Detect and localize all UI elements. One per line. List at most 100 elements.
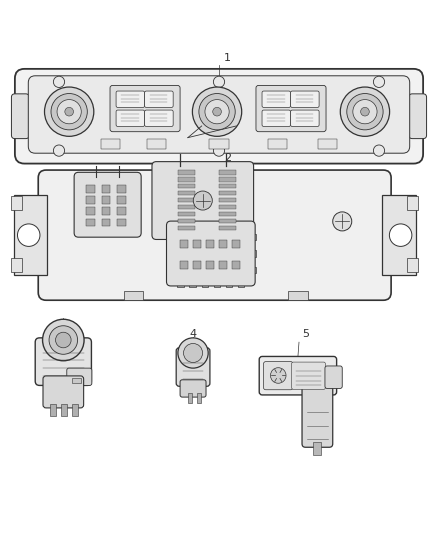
FancyBboxPatch shape xyxy=(35,338,92,385)
Circle shape xyxy=(184,343,202,362)
Text: 5: 5 xyxy=(302,329,309,338)
FancyBboxPatch shape xyxy=(264,361,293,390)
FancyBboxPatch shape xyxy=(152,161,254,239)
Bar xyxy=(178,225,195,230)
Circle shape xyxy=(360,107,369,116)
FancyBboxPatch shape xyxy=(11,94,29,139)
Text: 3: 3 xyxy=(62,329,69,338)
Bar xyxy=(11,196,22,210)
Bar xyxy=(197,393,201,403)
Bar xyxy=(193,240,201,248)
Circle shape xyxy=(193,191,212,210)
Bar xyxy=(102,185,110,192)
Circle shape xyxy=(213,145,225,156)
Bar xyxy=(178,184,195,189)
FancyBboxPatch shape xyxy=(67,368,92,385)
FancyBboxPatch shape xyxy=(145,91,173,108)
Bar xyxy=(180,261,188,269)
Circle shape xyxy=(178,338,208,368)
Bar xyxy=(214,281,220,287)
Text: 4: 4 xyxy=(190,329,197,338)
FancyBboxPatch shape xyxy=(176,348,210,386)
Bar xyxy=(102,219,110,227)
Bar xyxy=(117,219,126,227)
Bar xyxy=(219,177,236,182)
Bar xyxy=(117,185,126,192)
Circle shape xyxy=(270,368,286,383)
Bar xyxy=(50,403,57,416)
Circle shape xyxy=(340,87,389,136)
Circle shape xyxy=(353,100,377,124)
Bar xyxy=(86,185,95,192)
Bar xyxy=(180,240,188,248)
Bar xyxy=(189,281,196,287)
Bar xyxy=(219,184,236,189)
Bar xyxy=(288,290,307,300)
FancyBboxPatch shape xyxy=(302,386,333,447)
FancyBboxPatch shape xyxy=(262,110,290,126)
Bar xyxy=(219,225,236,230)
Circle shape xyxy=(205,100,229,124)
Bar xyxy=(14,195,47,275)
FancyBboxPatch shape xyxy=(38,170,391,300)
Circle shape xyxy=(53,145,65,156)
Bar xyxy=(226,220,232,225)
Circle shape xyxy=(389,224,412,246)
Bar xyxy=(86,207,95,215)
Circle shape xyxy=(18,224,40,246)
Bar xyxy=(100,139,120,149)
Bar xyxy=(178,191,195,196)
Circle shape xyxy=(53,76,65,87)
Text: 1: 1 xyxy=(224,53,231,63)
Bar xyxy=(214,220,220,225)
Bar xyxy=(219,219,236,223)
FancyBboxPatch shape xyxy=(259,357,337,395)
FancyBboxPatch shape xyxy=(290,110,319,126)
Bar xyxy=(238,220,244,225)
FancyBboxPatch shape xyxy=(145,110,173,126)
Bar xyxy=(219,198,236,203)
Circle shape xyxy=(199,93,235,130)
Circle shape xyxy=(45,87,94,136)
Bar xyxy=(117,196,126,204)
FancyBboxPatch shape xyxy=(262,91,290,108)
FancyBboxPatch shape xyxy=(325,366,342,389)
Circle shape xyxy=(56,332,71,348)
Bar xyxy=(193,261,201,269)
FancyBboxPatch shape xyxy=(292,362,325,389)
Bar xyxy=(251,233,256,240)
FancyBboxPatch shape xyxy=(290,91,319,108)
FancyBboxPatch shape xyxy=(166,221,255,286)
Bar xyxy=(206,261,214,269)
FancyBboxPatch shape xyxy=(116,91,145,108)
Bar xyxy=(206,240,214,248)
Bar xyxy=(178,219,195,223)
Circle shape xyxy=(57,100,81,124)
Bar xyxy=(219,191,236,196)
Bar xyxy=(189,220,196,225)
Bar xyxy=(313,442,321,455)
FancyBboxPatch shape xyxy=(180,380,206,397)
Bar xyxy=(11,258,22,272)
Circle shape xyxy=(213,107,221,116)
Bar xyxy=(72,378,81,383)
Bar xyxy=(86,196,95,204)
Bar xyxy=(178,170,195,175)
Circle shape xyxy=(49,326,78,354)
Bar xyxy=(209,139,229,149)
Bar xyxy=(251,250,256,256)
Bar xyxy=(232,240,240,248)
FancyBboxPatch shape xyxy=(409,94,427,139)
FancyBboxPatch shape xyxy=(256,85,326,132)
Bar xyxy=(177,220,184,225)
Bar xyxy=(318,139,338,149)
Bar xyxy=(219,212,236,216)
Bar xyxy=(251,266,256,273)
FancyBboxPatch shape xyxy=(74,172,141,237)
Bar xyxy=(178,205,195,209)
Bar xyxy=(219,170,236,175)
Circle shape xyxy=(213,76,225,87)
Bar xyxy=(177,281,184,287)
Bar xyxy=(201,220,208,225)
Bar xyxy=(219,261,227,269)
